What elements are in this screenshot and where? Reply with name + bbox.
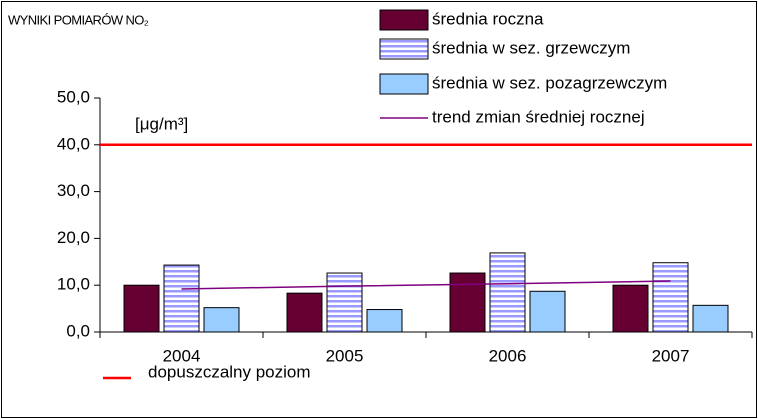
- trend-line: [181, 280, 671, 290]
- legend-label: trend zmian średniej rocznej: [432, 107, 645, 126]
- y-tick-label: 20,0: [57, 228, 90, 247]
- y-tick-label: 10,0: [57, 275, 90, 294]
- legend-label: średnia roczna: [432, 9, 544, 28]
- x-tick-label: 2005: [326, 346, 364, 365]
- bar: [123, 284, 160, 333]
- bar: [286, 292, 323, 333]
- x-tick-label: 2007: [652, 346, 690, 365]
- legend-swatch: [379, 9, 429, 31]
- bar: [326, 272, 363, 333]
- y-tick-label: 30,0: [57, 181, 90, 200]
- bar: [692, 304, 729, 333]
- legend-label: średnia w sez. pozagrzewczym: [432, 73, 667, 92]
- bar: [163, 264, 200, 333]
- bar: [652, 262, 689, 333]
- x-tick-label: 2004: [163, 346, 201, 365]
- y-tick-label: 0,0: [66, 321, 90, 340]
- y-tick-label: 50,0: [57, 87, 90, 106]
- bar: [366, 309, 403, 333]
- legend-label: dopuszczalny poziom: [148, 362, 311, 381]
- bar: [529, 290, 566, 333]
- x-tick-label: 2006: [489, 346, 527, 365]
- legend-swatch: [379, 38, 429, 60]
- bar: [449, 272, 486, 333]
- unit-label: [μg/m³]: [135, 114, 188, 133]
- legend-swatch: [379, 73, 429, 95]
- bar: [489, 252, 526, 333]
- legend-label: średnia w sez. grzewczym: [432, 38, 630, 57]
- y-tick-label: 40,0: [57, 134, 90, 153]
- chart-title: WYNIKI POMIARÓW NO₂: [8, 12, 149, 27]
- bar: [203, 307, 240, 333]
- bar: [612, 284, 649, 333]
